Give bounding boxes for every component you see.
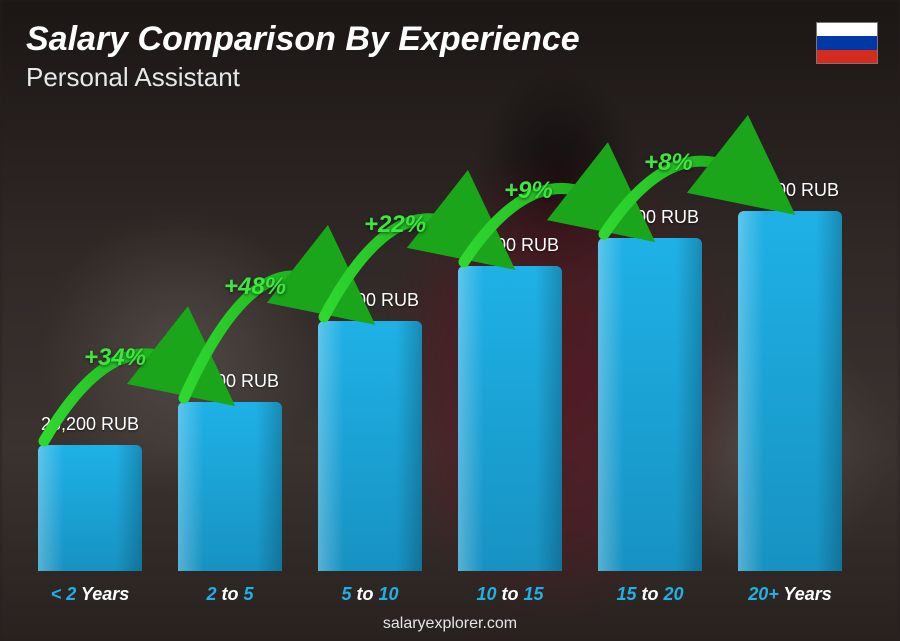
flag-stripe-white (817, 23, 877, 36)
bar-value-label: 68,700 RUB (601, 207, 699, 228)
bar (458, 266, 562, 571)
bar-group: 51,700 RUB (310, 290, 430, 571)
x-axis-label: 15 to 20 (590, 584, 710, 605)
x-axis-labels: < 2 Years 2 to 5 5 to 10 10 to 15 15 to 20 20… (30, 584, 850, 605)
bar-group: 74,300 RUB (730, 180, 850, 571)
bar-value-label: 74,300 RUB (741, 180, 839, 201)
bar-group: 68,700 RUB (590, 207, 710, 571)
bar-group: 35,000 RUB (170, 371, 290, 571)
bar-value-label: 63,000 RUB (461, 235, 559, 256)
bar-value-label: 51,700 RUB (321, 290, 419, 311)
bar (38, 445, 142, 571)
x-axis-label: 20+ Years (730, 584, 850, 605)
x-axis-label: 5 to 10 (310, 584, 430, 605)
bar-value-label: 26,200 RUB (41, 414, 139, 435)
bar (738, 211, 842, 571)
bar-group: 26,200 RUB (30, 414, 150, 571)
chart-subtitle: Personal Assistant (26, 62, 240, 93)
bar (598, 238, 702, 571)
flag-stripe-blue (817, 36, 877, 49)
chart-title: Salary Comparison By Experience (26, 20, 580, 59)
x-axis-label: < 2 Years (30, 584, 150, 605)
bar-value-label: 35,000 RUB (181, 371, 279, 392)
bar (178, 402, 282, 571)
bar-chart: 26,200 RUB 35,000 RUB 51,700 RUB 63,000 RUB… (30, 111, 850, 571)
flag-stripe-red (817, 50, 877, 63)
chart-container: Salary Comparison By Experience Personal… (0, 0, 900, 641)
russia-flag-icon (816, 22, 878, 64)
x-axis-label: 2 to 5 (170, 584, 290, 605)
bar (318, 321, 422, 571)
x-axis-label: 10 to 15 (450, 584, 570, 605)
footer-credit: salaryexplorer.com (0, 615, 900, 633)
bar-group: 63,000 RUB (450, 235, 570, 571)
